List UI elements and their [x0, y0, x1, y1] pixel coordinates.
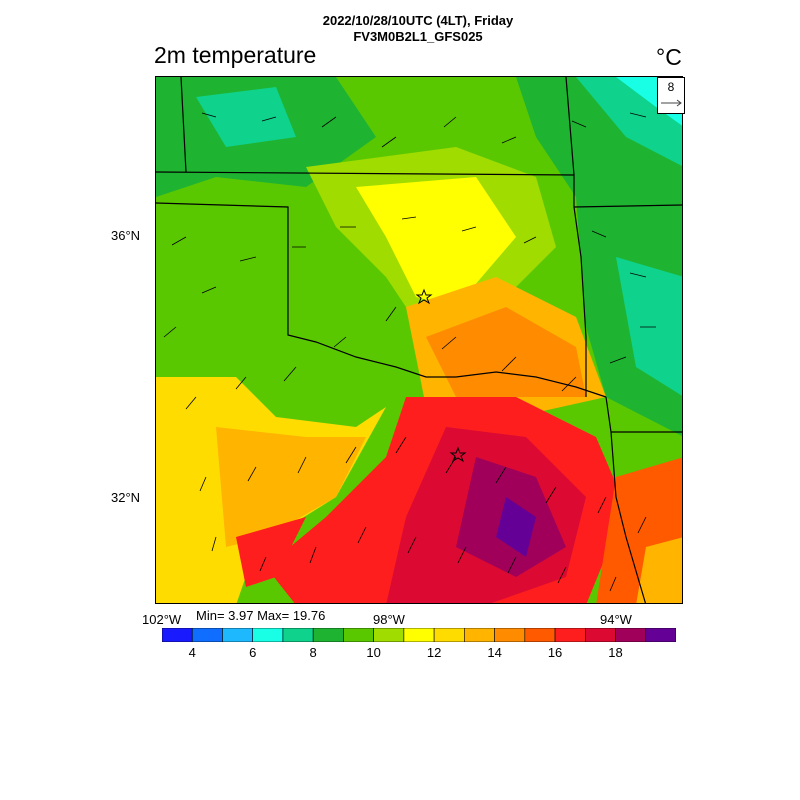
- lon-label-94w: 94°W: [600, 612, 632, 627]
- title-line-model: FV3M0B2L1_GFS025: [353, 29, 483, 44]
- colorbar-swatch: [282, 628, 314, 642]
- star-icon: [415, 288, 467, 463]
- colorbar-tick-label: 8: [309, 645, 317, 660]
- colorbar-tick-label: 18: [608, 645, 623, 660]
- colorbar-swatch: [615, 628, 647, 642]
- colorbar: [162, 628, 676, 642]
- lon-label-98w: 98°W: [373, 612, 405, 627]
- colorbar-swatch: [343, 628, 374, 642]
- colorbar-swatch: [584, 628, 616, 642]
- min-max-label: Min= 3.97 Max= 19.76: [196, 608, 326, 623]
- colorbar-swatch: [403, 628, 435, 642]
- wind-vectors: [163, 112, 656, 592]
- colorbar-tick-label: 14: [487, 645, 502, 660]
- arrow-right-icon: [661, 99, 682, 107]
- colorbar-swatch: [252, 628, 284, 642]
- colorbar-swatch: [222, 628, 254, 642]
- colorbar-swatch: [191, 628, 223, 642]
- colorbar-tick-label: 12: [426, 645, 442, 660]
- colorbar-swatch: [162, 628, 193, 642]
- wind-reference-box: 8: [657, 77, 685, 114]
- colorbar-tick-label: 10: [366, 645, 381, 660]
- colorbar-swatch: [554, 628, 586, 642]
- lat-label-36n: 36°N: [111, 228, 141, 243]
- field-title: 2m temperature: [154, 42, 317, 68]
- lon-label-102w: 102°W: [142, 612, 182, 627]
- title-line-date: 2022/10/28/10UTC (4LT), Friday: [322, 13, 514, 28]
- state-borders: [156, 77, 682, 603]
- temperature-map: [155, 76, 683, 604]
- colorbar-swatch: [494, 628, 526, 642]
- colorbar-swatch: [312, 628, 344, 642]
- wind-reference-label: 8: [667, 80, 675, 94]
- colorbar-tick-label: 6: [249, 645, 257, 660]
- colorbar-swatch: [373, 628, 405, 642]
- unit-label: °C: [656, 44, 682, 70]
- colorbar-swatch: [645, 628, 676, 642]
- lat-label-32n: 32°N: [111, 490, 141, 505]
- colorbar-tick-label: 16: [547, 645, 563, 660]
- colorbar-swatch: [433, 628, 465, 642]
- colorbar-swatch: [524, 628, 556, 642]
- colorbar-tick-label: 4: [188, 645, 196, 660]
- colorbar-swatch: [464, 628, 495, 642]
